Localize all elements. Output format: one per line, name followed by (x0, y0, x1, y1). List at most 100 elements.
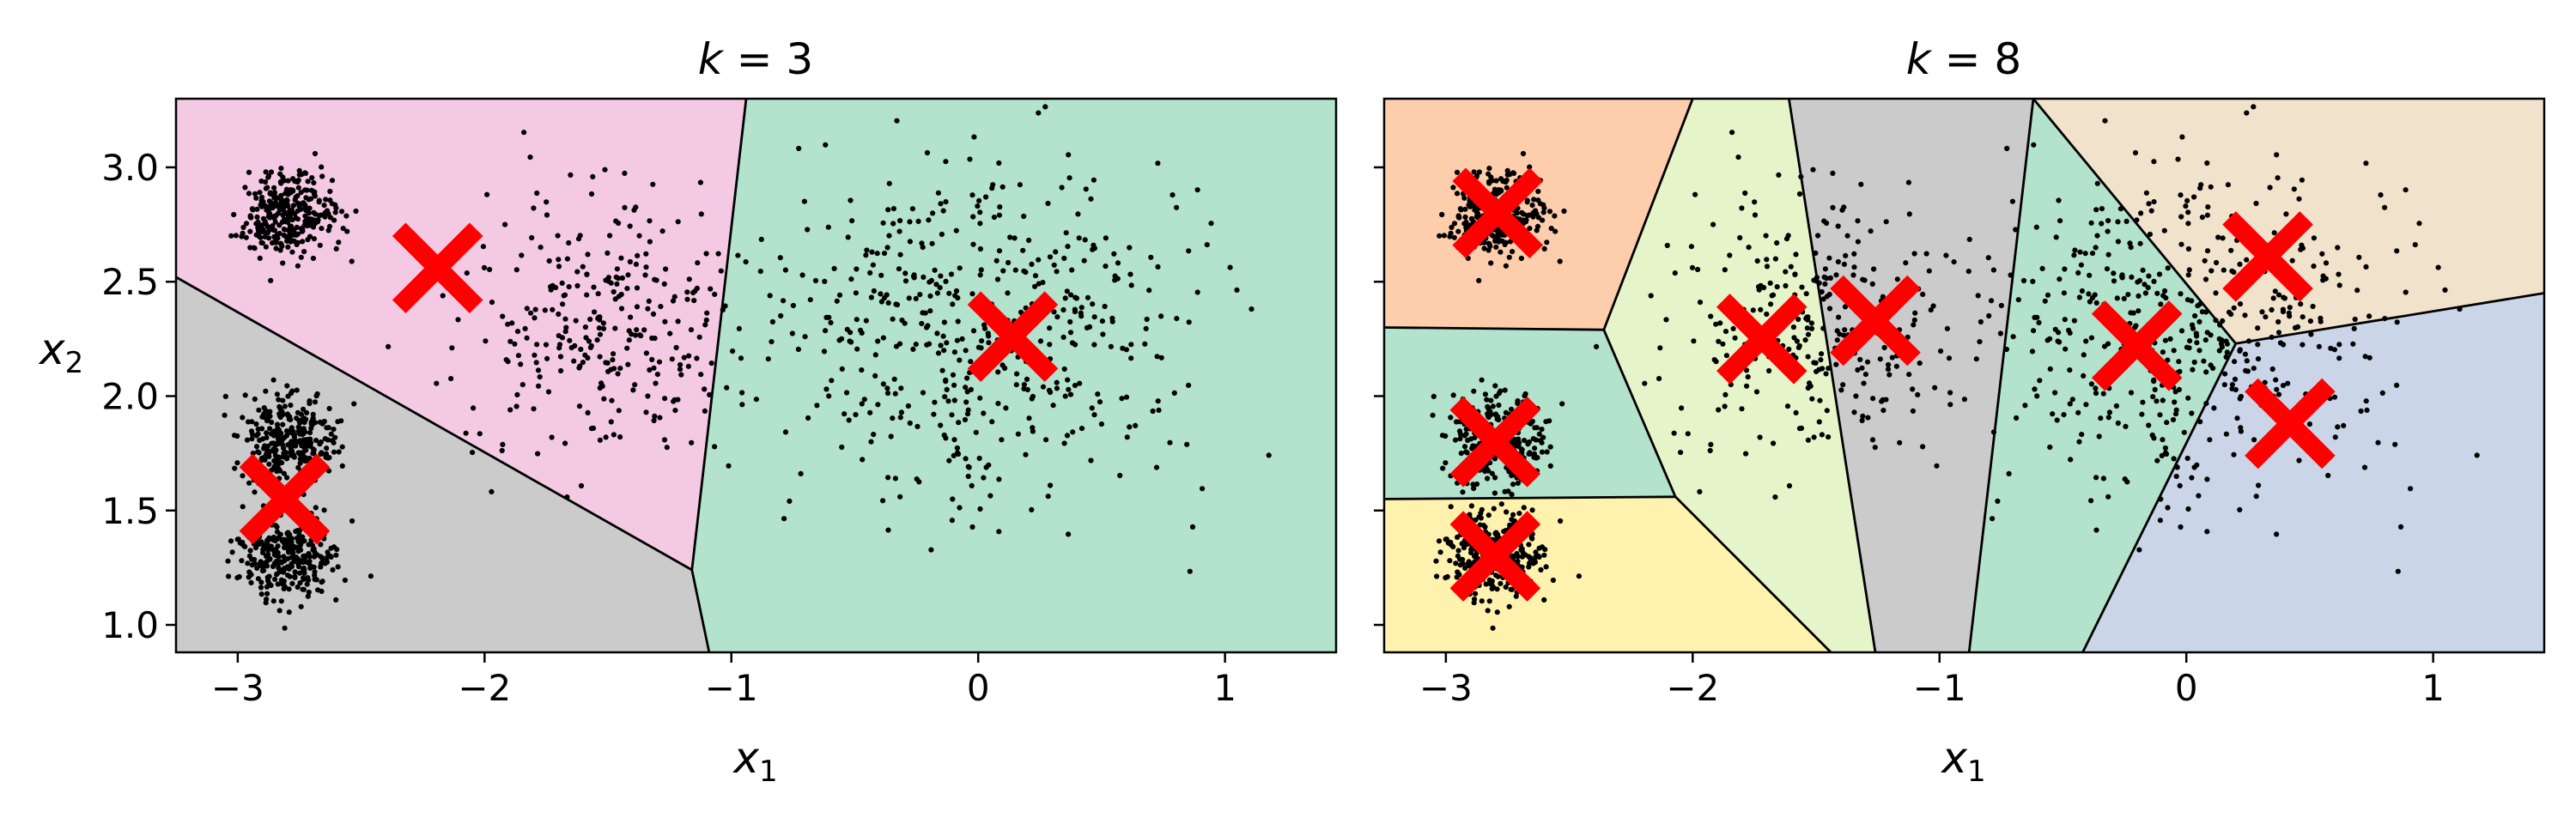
data-point (276, 565, 282, 571)
data-point (875, 402, 881, 408)
data-point (519, 382, 526, 388)
data-point (1826, 306, 1833, 312)
data-point (823, 386, 829, 392)
data-point (1449, 224, 1455, 230)
data-point (1507, 522, 1513, 528)
data-point (1783, 269, 1789, 275)
data-point (2147, 231, 2153, 238)
data-point (2204, 248, 2211, 254)
data-point (1468, 549, 1474, 556)
data-point (2020, 277, 2027, 284)
data-point (282, 566, 288, 572)
data-point (2123, 218, 2129, 224)
data-point (270, 223, 276, 229)
data-point (1091, 245, 1097, 251)
data-point (1766, 367, 1772, 374)
data-point (1061, 255, 1067, 262)
data-point (2296, 196, 2302, 202)
data-point (1450, 392, 1456, 398)
data-point (576, 403, 583, 409)
data-point (313, 505, 319, 511)
data-point (1108, 343, 1114, 349)
data-point (798, 470, 804, 477)
data-point (1880, 397, 1886, 403)
data-point (1986, 312, 1992, 319)
data-point (892, 476, 898, 482)
data-point (1127, 271, 1133, 277)
data-point (1076, 235, 1082, 241)
data-point (271, 191, 277, 197)
data-point (254, 206, 260, 212)
data-point (295, 584, 301, 591)
data-point (1811, 434, 1817, 440)
data-point (1880, 408, 1886, 414)
data-point (2442, 287, 2448, 293)
data-point (2244, 257, 2250, 263)
data-point (1722, 267, 1728, 273)
data-point (328, 431, 334, 437)
data-point (618, 255, 624, 261)
data-point (1708, 441, 1714, 448)
data-point (2069, 397, 2075, 403)
data-point (1910, 386, 1916, 392)
data-point (935, 190, 941, 196)
data-point (1546, 209, 1553, 215)
data-point (1833, 272, 1839, 278)
data-point (265, 173, 271, 179)
data-point (1691, 338, 1697, 344)
data-point (245, 560, 251, 566)
data-point (1518, 255, 1524, 262)
data-point (471, 405, 477, 411)
data-point (1489, 470, 1495, 476)
data-point (254, 565, 260, 572)
data-point (338, 209, 345, 215)
data-point (2341, 422, 2347, 428)
data-point (907, 420, 913, 427)
data-point (778, 312, 784, 319)
data-point (1520, 150, 1527, 157)
data-point (943, 159, 949, 165)
data-point (1100, 331, 1106, 337)
data-point (1528, 421, 1534, 427)
data-point (610, 357, 616, 363)
data-point (853, 290, 860, 296)
data-point (1824, 294, 1830, 300)
data-point (1436, 538, 1443, 544)
data-point (285, 244, 291, 250)
data-point (2232, 376, 2239, 382)
data-point (1003, 405, 1009, 411)
data-point (274, 469, 280, 475)
data-point (2378, 192, 2384, 198)
data-point (1526, 542, 1532, 548)
x-tick-label: −3 (1419, 667, 1473, 709)
data-point (1158, 313, 1164, 319)
data-point (222, 393, 228, 399)
data-point (1103, 264, 1109, 270)
data-point (767, 293, 773, 299)
data-point (859, 401, 865, 407)
chart-title: k = 3 (698, 34, 813, 84)
data-point (934, 290, 940, 296)
decision-boundary (2235, 292, 2544, 345)
data-point (1757, 434, 1763, 440)
data-point (294, 224, 300, 230)
data-point (1068, 292, 1074, 298)
data-point (1171, 390, 1177, 396)
data-point (844, 326, 850, 332)
data-point (892, 391, 898, 397)
data-point (326, 405, 332, 412)
data-point (334, 547, 340, 553)
data-point (311, 179, 317, 186)
data-point (321, 203, 327, 209)
data-point (2089, 251, 2096, 257)
data-point (528, 310, 534, 316)
data-point (534, 342, 540, 348)
data-point (1184, 441, 1190, 447)
data-point (287, 223, 294, 229)
data-point (2204, 529, 2210, 535)
data-point (1542, 547, 1548, 553)
data-point (274, 391, 280, 397)
data-point (1462, 565, 1468, 572)
data-point (335, 564, 341, 570)
data-point (999, 184, 1005, 190)
